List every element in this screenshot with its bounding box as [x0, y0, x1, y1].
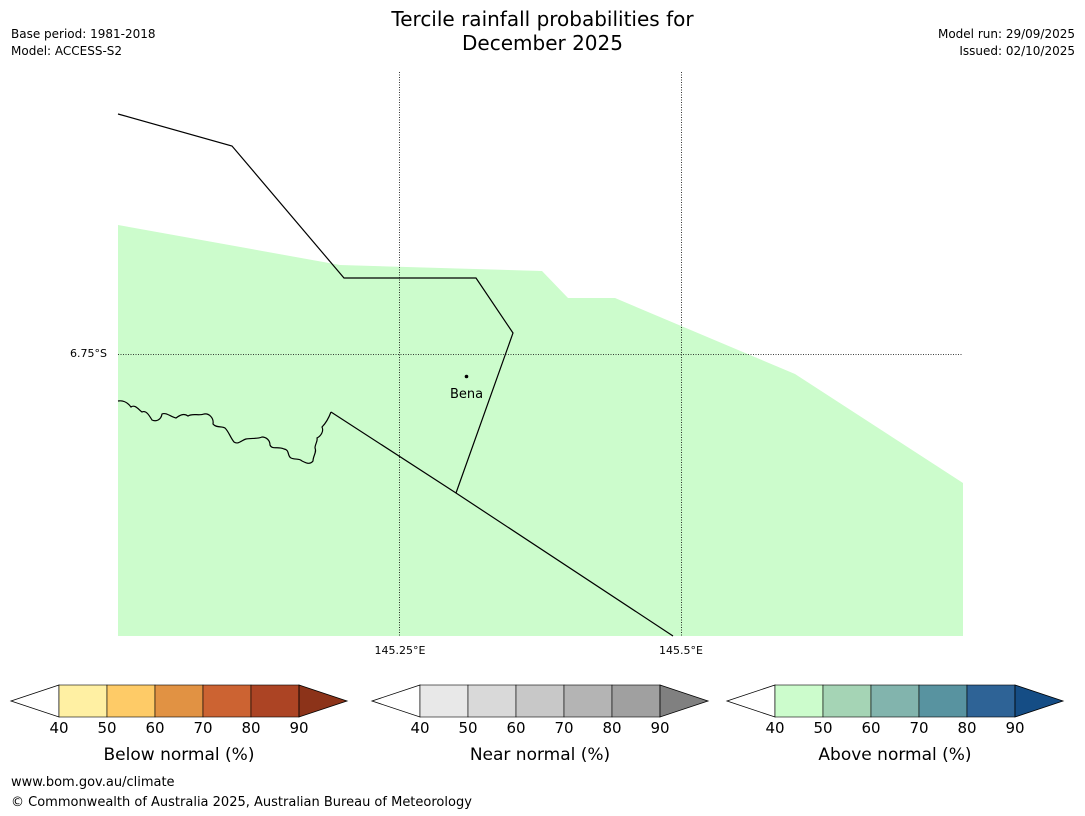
colorbar-below-tick: 80 — [241, 719, 261, 737]
footer-url: www.bom.gov.au/climate — [11, 775, 175, 790]
metadata-left: Base period: 1981-2018 Model: ACCESS-S2 — [11, 26, 156, 60]
colorbar-above-tick: 50 — [813, 719, 833, 737]
colorbar-near-tick: 80 — [602, 719, 622, 737]
colorbar-below-title: Below normal (%) — [103, 745, 255, 765]
model-label: Model: ACCESS-S2 — [11, 44, 123, 58]
map-title-line1: Tercile rainfall probabilities for — [391, 7, 694, 31]
map-title-line2: December 2025 — [462, 31, 623, 55]
province-boundary-north — [117, 113, 514, 494]
colorbar-near-tick: 60 — [506, 719, 526, 737]
above-normal-shading — [118, 225, 963, 636]
colorbar-above-title: Above normal (%) — [818, 745, 972, 765]
colorbar-near-title: Near normal (%) — [469, 745, 611, 765]
colorbar-above-tick: 60 — [861, 719, 881, 737]
colorbar-below-tick: 70 — [193, 719, 213, 737]
place-label-bena: Bena — [450, 387, 484, 402]
province-boundary-south — [330, 411, 674, 637]
colorbar-above-tick: 80 — [957, 719, 977, 737]
lon-label-145-5e: 145.5°E — [659, 644, 703, 657]
colorbar-above-tick: 70 — [909, 719, 929, 737]
colorbar-below-tick: 90 — [289, 719, 309, 737]
metadata-right: Model run: 29/09/2025 Issued: 02/10/2025 — [938, 26, 1075, 60]
colorbar-above-tick: 40 — [765, 719, 785, 737]
colorbar-near-tick: 90 — [650, 719, 670, 737]
colorbar-near-tick: 40 — [410, 719, 430, 737]
lon-label-145-25e: 145.25°E — [374, 644, 426, 657]
lat-label-6-75s: 6.75°S — [70, 347, 107, 360]
colorbar-above-tick: 90 — [1005, 719, 1025, 737]
colorbar-near-tick: 70 — [554, 719, 574, 737]
map-title: Tercile rainfall probabilities for Decem… — [0, 7, 1085, 55]
model-run-label: Model run: 29/09/2025 — [937, 27, 1075, 41]
base-period-label: Base period: 1981-2018 — [11, 27, 156, 41]
footer-copyright: © Commonwealth of Australia 2025, Austra… — [11, 795, 472, 810]
issued-label: Issued: 02/10/2025 — [959, 44, 1075, 58]
colorbar-below-tick: 60 — [145, 719, 165, 737]
place-marker-bena — [464, 374, 469, 379]
river-line — [117, 400, 332, 464]
colorbar-below-tick: 50 — [97, 719, 117, 737]
colorbar-below-tick: 40 — [49, 719, 69, 737]
colorbar-near-tick: 50 — [458, 719, 478, 737]
